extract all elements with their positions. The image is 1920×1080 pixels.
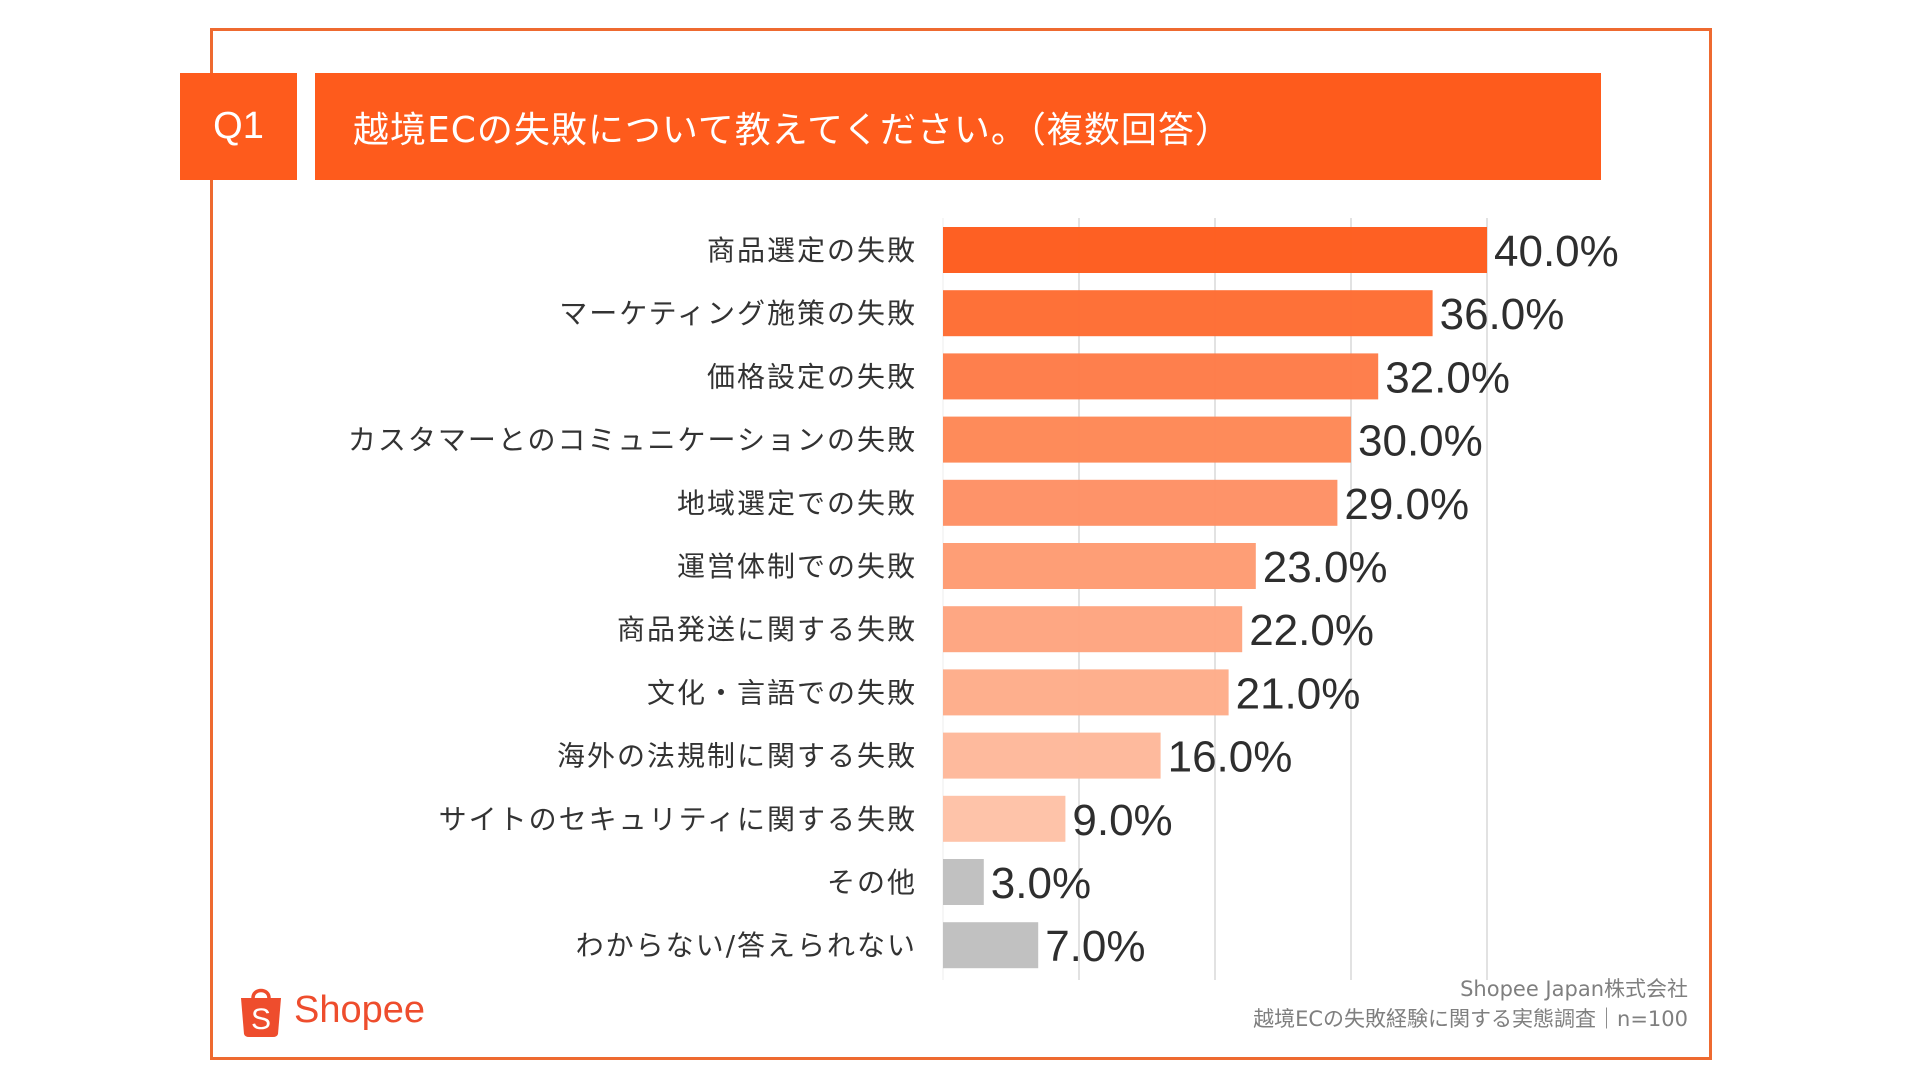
bar [943, 290, 1433, 337]
bar [943, 543, 1256, 589]
source-note: Shopee Japan株式会社 越境ECの失敗経験に関する実態調査｜n=100 [1253, 974, 1688, 1034]
data-label: 9.0% [1072, 796, 1172, 845]
bars [943, 227, 1487, 969]
logo-text: Shopee [294, 988, 426, 1031]
gridlines [942, 218, 1488, 980]
category-label: わからない/答えられない [576, 929, 917, 962]
data-label: 40.0% [1494, 227, 1619, 276]
data-label: 36.0% [1440, 290, 1565, 339]
category-label: その他 [827, 866, 917, 899]
category-label: マーケティング施策の失敗 [559, 297, 917, 330]
bar [943, 479, 1338, 526]
bar [943, 227, 1487, 273]
shopee-logo: S Shopee [238, 982, 425, 1038]
value-labels: 40.0% 36.0% 32.0% 30.0% 29.0% 23.0% 22.0% 21.0%… [991, 227, 1619, 971]
bar [943, 922, 1039, 969]
bar [943, 353, 1379, 400]
question-title: 越境ECの失敗について教えてください。（複数回答） [353, 109, 1232, 151]
bar [943, 669, 1229, 716]
svg-text:S: S [251, 1003, 271, 1036]
bar [943, 732, 1161, 779]
category-label: 地域選定での失敗 [677, 487, 917, 520]
question-number: Q1 [213, 105, 264, 147]
question-number-badge: Q1 [180, 73, 297, 180]
bar [943, 416, 1351, 463]
company-name: Shopee Japan株式会社 [1460, 977, 1688, 1001]
category-label: 文化・言語での失敗 [647, 676, 917, 709]
category-label: 価格設定の失敗 [707, 360, 917, 393]
category-label: サイトのセキュリティに関する失敗 [439, 803, 917, 836]
survey-info: 越境ECの失敗経験に関する実態調査｜n=100 [1253, 1007, 1688, 1031]
category-label: 運営体制での失敗 [677, 550, 917, 583]
bar [943, 606, 1243, 653]
bar [943, 795, 1066, 842]
data-label: 23.0% [1263, 543, 1388, 592]
data-label: 32.0% [1385, 353, 1510, 402]
data-label: 22.0% [1249, 606, 1374, 655]
data-label: 21.0% [1236, 669, 1361, 718]
category-label: 商品選定の失敗 [707, 234, 917, 267]
category-label: 海外の法規制に関する失敗 [557, 740, 917, 773]
data-label: 16.0% [1168, 733, 1293, 782]
category-label: カスタマーとのコミュニケーションの失敗 [348, 424, 917, 457]
data-label: 29.0% [1344, 480, 1469, 529]
shopping-bag-icon: S [241, 988, 281, 1037]
category-label: 商品発送に関する失敗 [617, 613, 917, 646]
slide-frame [210, 28, 1712, 1060]
question-title-bar: 越境ECの失敗について教えてください。（複数回答） [315, 73, 1601, 180]
data-label: 7.0% [1045, 922, 1145, 971]
data-label: 30.0% [1358, 417, 1483, 466]
data-label: 3.0% [991, 859, 1091, 908]
category-labels: 商品選定の失敗マーケティング施策の失敗価格設定の失敗カスタマーとのコミュニケーシ… [348, 234, 917, 962]
bar [943, 859, 984, 905]
